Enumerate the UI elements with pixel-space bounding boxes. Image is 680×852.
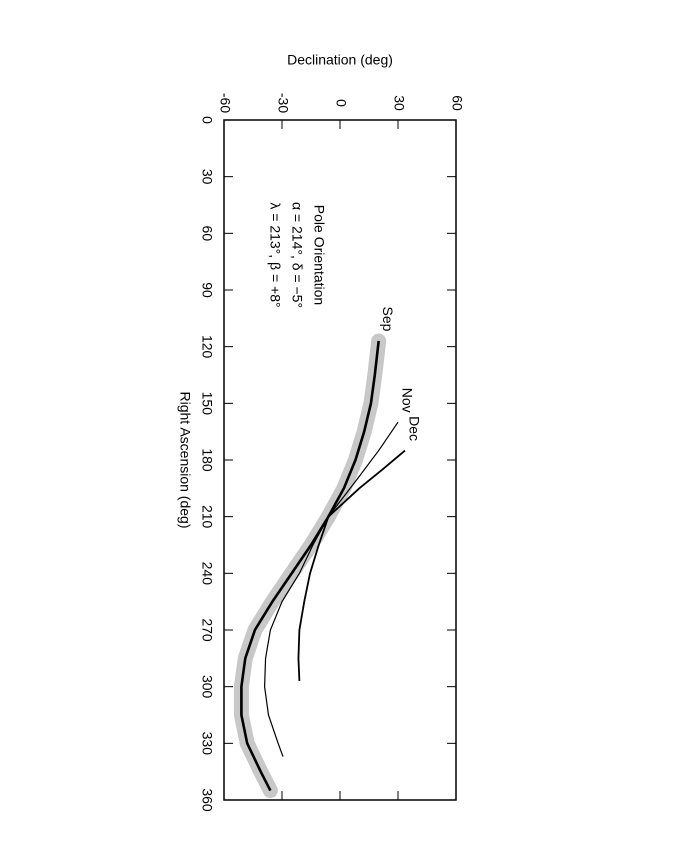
series-label: Dec <box>406 416 422 441</box>
annotation: α = 214°, δ = −5° <box>289 202 305 308</box>
x-tick-label: 240 <box>199 562 215 586</box>
curve <box>240 340 380 792</box>
x-tick-label: 330 <box>199 732 215 756</box>
x-tick-label: 180 <box>199 448 215 472</box>
x-tick-label: 90 <box>199 282 215 298</box>
curve <box>263 421 399 757</box>
y-tick-label: 30 <box>391 95 407 111</box>
y-tick-label: -30 <box>275 93 291 113</box>
x-tick-label: 0 <box>199 116 215 124</box>
x-tick-label: 120 <box>199 335 215 359</box>
x-tick-label: 300 <box>199 675 215 699</box>
series-label: Nov <box>399 388 415 413</box>
annotation: Pole Orientation <box>311 205 327 305</box>
plot-frame <box>223 119 457 801</box>
x-tick-label: 150 <box>199 392 215 416</box>
x-tick-label: 270 <box>199 618 215 642</box>
series-label: Sep <box>380 307 396 332</box>
x-tick-label: 210 <box>199 505 215 529</box>
x-tick-label: 360 <box>199 788 215 812</box>
y-tick-label: -60 <box>217 93 233 113</box>
y-tick-label: 60 <box>449 95 465 111</box>
x-tick-label: 60 <box>199 226 215 242</box>
annotation: λ = 213°, β = +8° <box>267 202 283 307</box>
uncertainty-band <box>233 333 387 799</box>
x-axis-title: Right Ascension (deg) <box>177 392 193 529</box>
y-tick-label: 0 <box>333 99 349 107</box>
x-tick-label: 30 <box>199 169 215 185</box>
y-axis-title: Declination (deg) <box>287 52 393 68</box>
curve <box>297 449 406 682</box>
